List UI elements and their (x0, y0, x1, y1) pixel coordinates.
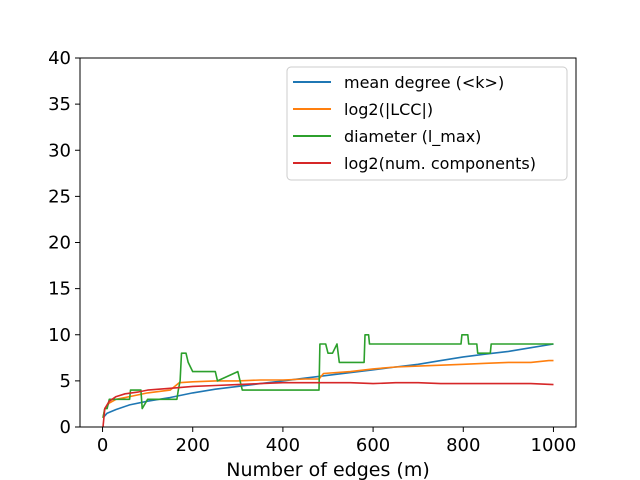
series-layer (102, 333, 554, 428)
x-tick-label: 800 (446, 435, 480, 456)
y-tick-label: 35 (48, 94, 71, 115)
series-line-3 (102, 381, 554, 428)
series-line-2 (102, 333, 554, 418)
y-tick-label: 30 (48, 140, 71, 161)
legend-label-1: log2(|LCC|) (344, 100, 433, 119)
y-tick-label: 15 (48, 279, 71, 300)
legend-box (286, 66, 568, 181)
y-tick-label: 0 (60, 417, 71, 438)
y-tick-label: 5 (60, 371, 71, 392)
x-tick-label: 600 (356, 435, 390, 456)
y-tick-label: 20 (48, 233, 71, 254)
series-line-1 (102, 359, 554, 418)
x-tick-label: 1000 (531, 435, 577, 456)
x-axis-ticks: 0 200 400 600 800 1000 (97, 427, 577, 456)
legend-label-3: log2(num. components) (344, 154, 536, 173)
x-tick-label: 400 (266, 435, 300, 456)
y-axis-ticks: 0 5 10 15 20 25 30 35 40 (48, 48, 80, 438)
legend-label-0: mean degree (<k>) (344, 73, 504, 92)
x-tick-label: 200 (176, 435, 210, 456)
x-axis-label: Number of edges (m) (226, 459, 430, 480)
y-tick-label: 10 (48, 325, 71, 346)
legend: mean degree (<k>) log2(|LCC|) diameter (l_… (286, 66, 568, 181)
y-tick-label: 40 (48, 48, 71, 69)
legend-label-2: diameter (l_max) (344, 127, 481, 147)
y-tick-label: 25 (48, 186, 71, 207)
x-tick-label: 0 (97, 435, 108, 456)
